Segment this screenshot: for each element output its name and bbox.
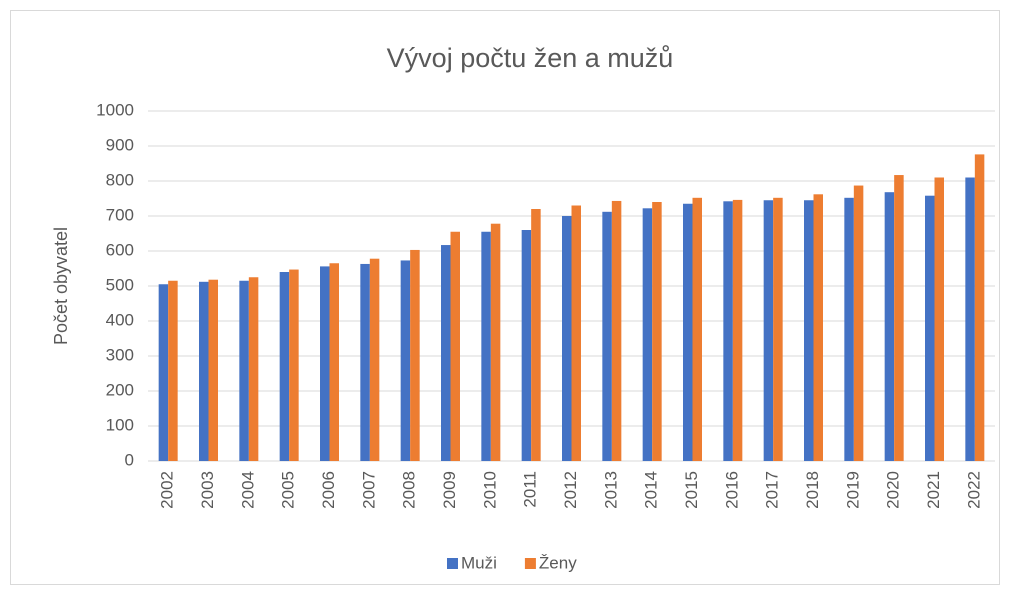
- bar: [450, 231, 460, 461]
- bar: [481, 231, 491, 461]
- bar: [208, 279, 218, 461]
- bar: [611, 200, 622, 461]
- bar: [652, 202, 662, 461]
- bar: [934, 177, 944, 461]
- y-tick-label: 700: [106, 205, 134, 224]
- bar: [239, 280, 249, 461]
- bar: [732, 199, 743, 461]
- bar: [289, 269, 299, 461]
- bar: [320, 266, 330, 461]
- bar: [692, 197, 702, 462]
- bar: [369, 258, 380, 461]
- y-tick-label: 100: [106, 415, 134, 434]
- bar: [410, 249, 420, 461]
- legend-swatch: [524, 558, 536, 569]
- x-tick-label: 2003: [198, 471, 217, 509]
- bar: [360, 263, 370, 461]
- x-tick-label: 2002: [158, 471, 177, 509]
- bar: [158, 284, 169, 461]
- bar: [773, 197, 783, 462]
- bar: [965, 177, 975, 461]
- x-tick-label: 2004: [238, 471, 257, 509]
- bar: [168, 280, 178, 461]
- bar: [813, 194, 823, 462]
- bar: [763, 200, 774, 461]
- y-tick-label: 600: [106, 240, 134, 259]
- x-tick-label: 2005: [279, 471, 298, 509]
- x-tick-label: 2020: [884, 471, 903, 509]
- legend-label: Ženy: [539, 553, 577, 572]
- x-tick-label: 2010: [480, 471, 499, 509]
- x-tick-label: 2021: [924, 471, 943, 509]
- bar: [531, 209, 541, 461]
- chart-title: Vývoj počtu žen a mužů: [387, 43, 674, 73]
- x-tick-label: 2017: [763, 471, 782, 509]
- x-tick-label: 2011: [521, 471, 540, 508]
- bar: [400, 260, 411, 461]
- bar: [602, 211, 612, 461]
- y-tick-label: 400: [106, 310, 134, 329]
- x-tick-label: 2019: [843, 471, 862, 509]
- bar: [642, 208, 653, 461]
- y-tick-label: 0: [125, 450, 134, 469]
- x-tick-label: 2008: [400, 471, 419, 509]
- bar: [894, 175, 904, 462]
- x-tick-label: 2006: [319, 471, 338, 509]
- x-tick-label: 2018: [803, 471, 822, 509]
- bar: [844, 197, 854, 462]
- bar: [683, 203, 693, 461]
- bar: [804, 200, 814, 461]
- bar: [329, 263, 339, 461]
- y-tick-label: 1000: [96, 100, 134, 119]
- y-tick-label: 900: [106, 135, 134, 154]
- x-tick-label: 2009: [440, 471, 459, 509]
- y-tick-label: 200: [106, 380, 134, 399]
- x-tick-label: 2022: [964, 471, 983, 509]
- bar: [441, 245, 451, 461]
- x-tick-label: 2013: [601, 471, 620, 509]
- x-tick-label: 2014: [642, 471, 661, 509]
- x-tick-label: 2016: [722, 471, 741, 509]
- legend-swatch: [447, 558, 458, 569]
- bar: [199, 281, 209, 461]
- x-tick-label: 2007: [359, 471, 378, 509]
- bar: [884, 192, 895, 461]
- legend-label: Muži: [461, 553, 497, 572]
- bar: [723, 201, 733, 462]
- y-tick-label: 300: [106, 345, 134, 364]
- bar: [279, 272, 290, 461]
- y-tick-label: 500: [106, 275, 134, 294]
- bar: [521, 230, 532, 461]
- bar: [248, 277, 259, 461]
- bar: [490, 223, 501, 461]
- bar: [562, 216, 572, 461]
- bar: [925, 195, 935, 461]
- x-tick-label: 2012: [561, 471, 580, 509]
- bar: [974, 154, 985, 461]
- x-tick-label: 2015: [682, 471, 701, 509]
- bar: [571, 205, 581, 461]
- bar: [853, 185, 864, 462]
- y-tick-label: 800: [106, 170, 134, 189]
- y-axis-label: Počet obyvatel: [51, 227, 71, 345]
